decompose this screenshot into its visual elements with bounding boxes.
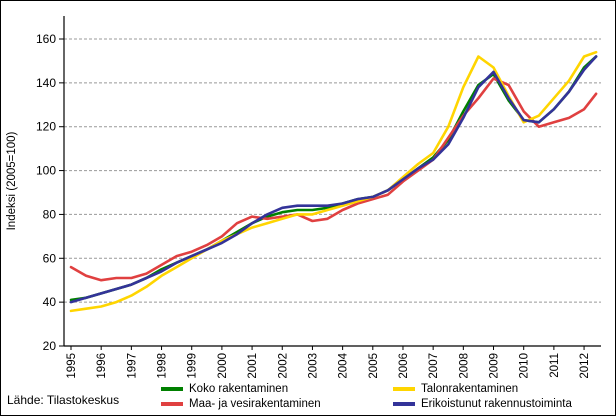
x-tick-label: 2002 <box>277 353 289 379</box>
x-tick-label: 2001 <box>247 353 259 379</box>
x-tick-label: 2004 <box>338 352 350 378</box>
series-line-0 <box>69 55 598 302</box>
legend-label: Koko rakentaminen <box>189 383 289 395</box>
legend-swatch <box>161 387 183 391</box>
legend-item: Koko rakentaminen <box>161 383 393 395</box>
x-tick-label: 2009 <box>489 353 501 379</box>
legend-swatch <box>393 387 415 391</box>
legend-label: Maa- ja vesirakentaminen <box>189 398 321 410</box>
source-note: Lähde: Tilastokeskus <box>7 393 120 407</box>
y-tick-label: 100 <box>36 164 56 178</box>
legend-item: Maa- ja vesirakentaminen <box>161 398 393 410</box>
y-tick-label: 40 <box>43 295 57 309</box>
x-tick-label: 2012 <box>579 353 591 379</box>
legend-label: Talonrakentaminen <box>421 383 519 395</box>
x-tick-label: 1996 <box>96 353 108 379</box>
x-tick-label: 2000 <box>217 353 229 379</box>
x-tick-label: 2006 <box>398 353 410 379</box>
series-line-1 <box>69 77 598 282</box>
y-tick-label: 80 <box>43 207 57 221</box>
y-tick-label: 120 <box>36 120 56 134</box>
x-tick-label: 1999 <box>187 353 199 379</box>
x-tick-label: 2005 <box>368 353 380 379</box>
legend-item: Talonrakentaminen <box>393 383 572 395</box>
x-tick-label: 2011 <box>549 353 561 378</box>
y-axis-title: Indeksi (2005=100) <box>6 131 18 230</box>
legend-label: Erikoistunut rakennustoiminta <box>421 398 572 410</box>
y-tick-label: 20 <box>43 339 57 353</box>
y-tick-label: 160 <box>36 32 56 46</box>
x-tick-label: 2007 <box>428 353 440 379</box>
x-tick-label: 1998 <box>157 353 169 379</box>
x-tick-label: 2010 <box>519 353 531 379</box>
legend-item: Erikoistunut rakennustoiminta <box>393 398 572 410</box>
x-tick-label: 1995 <box>66 353 78 379</box>
chart-legend: Koko rakentaminen Talonrakentaminen Maa- j… <box>161 383 572 410</box>
legend-swatch <box>161 402 183 406</box>
legend-swatch <box>393 402 415 406</box>
series-line-3 <box>69 55 598 304</box>
x-tick-label: 2008 <box>458 353 470 379</box>
x-tick-label: 1997 <box>126 353 138 379</box>
x-tick-label: 2003 <box>307 353 319 379</box>
line-chart: 20 40 60 80 100 120 140 160 1995 1996 1997 1998 1999… <box>6 16 601 379</box>
y-tick-label: 140 <box>36 76 56 90</box>
y-tick-label: 60 <box>43 251 57 265</box>
